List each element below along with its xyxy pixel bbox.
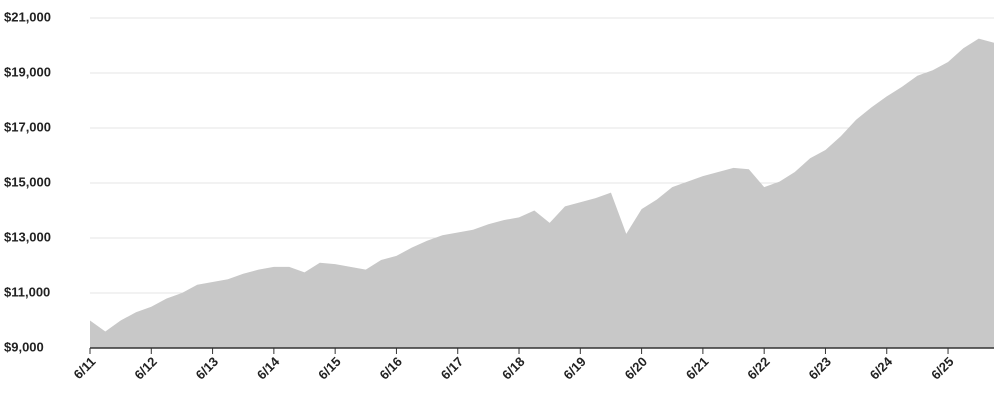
x-tick-label: 6/18: [499, 354, 528, 383]
x-tick-label: 6/12: [131, 354, 160, 383]
y-tick-label: $13,000: [4, 229, 51, 244]
y-tick-label: $21,000: [4, 9, 51, 24]
y-tick-label: $19,000: [4, 64, 51, 79]
x-tick-label: 6/22: [744, 354, 773, 383]
y-tick-label: $9,000: [4, 339, 44, 354]
x-tick-label: 6/17: [438, 354, 467, 383]
x-tick-label: 6/15: [315, 354, 344, 383]
y-tick-label: $11,000: [4, 284, 50, 299]
x-tick-label: 6/16: [376, 354, 405, 383]
y-tick-label: $17,000: [4, 119, 51, 134]
x-tick-label: 6/13: [193, 354, 222, 383]
area: [90, 38, 994, 348]
x-tick-label: 6/21: [683, 354, 712, 383]
x-tick-label: 6/24: [867, 353, 896, 382]
x-tick-label: 6/20: [622, 354, 651, 383]
x-tick-label: 6/19: [560, 354, 589, 383]
x-tick-label: 6/23: [806, 354, 835, 383]
x-tick-label: 6/11: [71, 354, 99, 382]
x-tick-label: 6/14: [254, 353, 283, 382]
y-tick-label: $15,000: [4, 174, 51, 189]
x-tick-label: 6/25: [928, 354, 957, 383]
